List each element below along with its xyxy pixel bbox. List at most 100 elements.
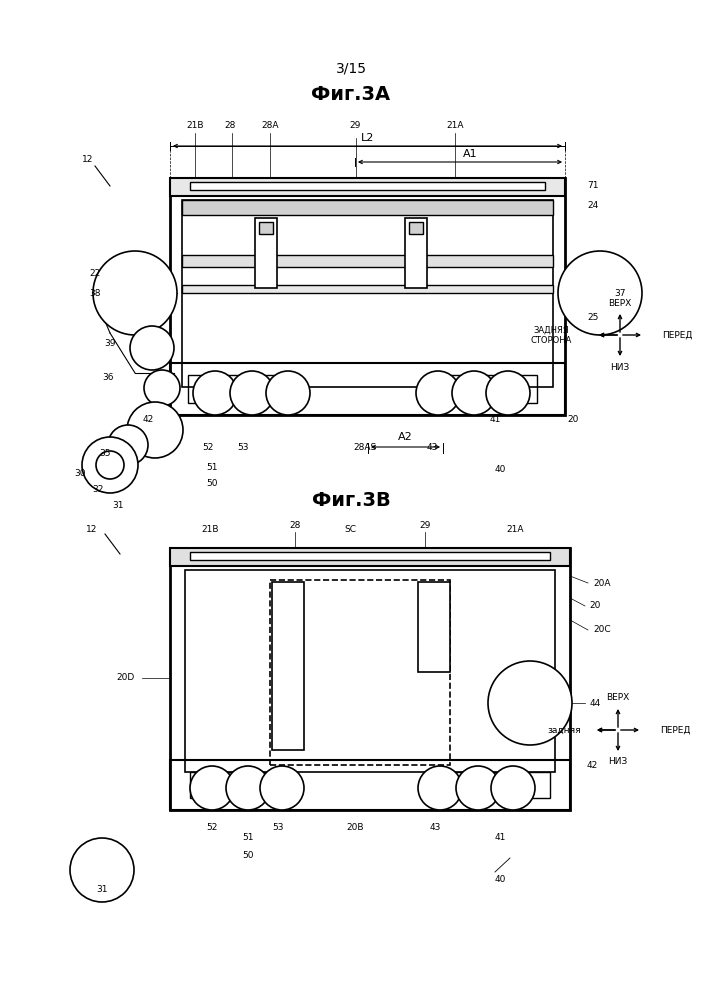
Text: НИЗ: НИЗ (608, 758, 628, 766)
Bar (182, 285, 553, 293)
Text: 53: 53 (237, 442, 249, 452)
Text: 50: 50 (206, 479, 218, 488)
Text: 20B: 20B (347, 824, 363, 832)
Text: 31: 31 (96, 886, 108, 894)
Bar (170, 760, 570, 810)
Bar (430, 375, 537, 403)
Circle shape (418, 766, 462, 810)
Circle shape (452, 371, 496, 415)
Bar (435, 772, 550, 798)
Bar (190, 552, 550, 560)
Text: 29: 29 (419, 522, 431, 530)
Bar (188, 375, 283, 403)
Bar (182, 200, 553, 215)
Circle shape (130, 326, 174, 370)
Text: 44: 44 (589, 698, 600, 708)
Text: 52: 52 (206, 824, 218, 832)
Bar (170, 363, 565, 415)
Text: 12: 12 (82, 155, 93, 164)
Text: 21B: 21B (186, 121, 204, 130)
Text: ВЕРХ: ВЕРХ (607, 694, 630, 702)
Circle shape (93, 251, 177, 335)
Bar (255, 218, 277, 288)
Circle shape (193, 371, 237, 415)
Bar (190, 772, 280, 798)
Circle shape (96, 451, 124, 479)
Text: 3/15: 3/15 (335, 61, 366, 75)
Circle shape (230, 371, 274, 415)
Text: 22: 22 (89, 268, 101, 277)
Text: SC: SC (344, 526, 356, 534)
Bar (170, 548, 570, 810)
Text: 52: 52 (202, 442, 214, 452)
Text: Фиг.3В: Фиг.3В (311, 490, 390, 510)
Text: 25: 25 (587, 314, 599, 322)
Text: L2: L2 (361, 133, 374, 143)
Circle shape (144, 370, 180, 406)
Text: 30: 30 (75, 468, 86, 478)
Text: 43: 43 (426, 442, 438, 452)
Bar (185, 570, 555, 772)
Text: ЗАДНЯЯ
СТОРОНА: ЗАДНЯЯ СТОРОНА (530, 325, 572, 345)
Text: 50: 50 (243, 850, 254, 859)
Text: ПЕРЕД: ПЕРЕД (660, 726, 690, 734)
Text: 29: 29 (349, 121, 361, 130)
Text: 21A: 21A (506, 526, 524, 534)
Circle shape (416, 371, 460, 415)
Text: 20: 20 (567, 416, 579, 424)
Text: Фиг.3А: Фиг.3А (311, 86, 391, 104)
Text: 32: 32 (92, 486, 103, 494)
Text: 20D: 20D (116, 674, 134, 682)
Circle shape (82, 437, 138, 493)
Bar (182, 200, 553, 387)
Text: 31: 31 (112, 500, 124, 510)
Text: 21A: 21A (446, 121, 464, 130)
Text: ПЕРЕД: ПЕРЕД (662, 330, 692, 340)
Circle shape (488, 661, 572, 745)
Circle shape (108, 425, 148, 465)
Text: 20: 20 (589, 601, 600, 610)
Text: 40: 40 (494, 876, 505, 884)
Text: 43: 43 (430, 824, 441, 832)
Text: 28: 28 (224, 121, 236, 130)
Text: 40: 40 (494, 466, 505, 475)
Text: 51: 51 (206, 462, 218, 472)
Bar (418, 582, 450, 672)
Circle shape (190, 766, 234, 810)
Circle shape (558, 251, 642, 335)
Text: 21B: 21B (201, 526, 219, 534)
Text: 37: 37 (614, 288, 626, 298)
Bar (259, 222, 273, 234)
Bar (170, 178, 565, 415)
Circle shape (491, 766, 535, 810)
Text: A2: A2 (398, 432, 413, 442)
Text: 28AS: 28AS (354, 442, 377, 452)
Text: 28A: 28A (262, 121, 279, 130)
Bar (182, 255, 553, 267)
Bar (405, 218, 427, 288)
Text: 28: 28 (290, 522, 301, 530)
Text: 41: 41 (489, 416, 501, 424)
Text: 41: 41 (494, 834, 505, 842)
Circle shape (226, 766, 270, 810)
Text: 12: 12 (86, 526, 98, 534)
Text: задняя: задняя (547, 726, 581, 734)
Bar (170, 178, 565, 196)
Bar (409, 222, 423, 234)
Text: 42: 42 (143, 416, 154, 424)
Circle shape (486, 371, 530, 415)
Bar (170, 548, 570, 566)
Bar (190, 182, 545, 190)
Circle shape (127, 402, 183, 458)
Text: 53: 53 (272, 824, 284, 832)
Circle shape (456, 766, 500, 810)
Bar (272, 582, 304, 750)
Text: 35: 35 (99, 448, 111, 458)
Circle shape (266, 371, 310, 415)
Bar (270, 580, 450, 765)
Text: 39: 39 (104, 338, 116, 348)
Text: 20C: 20C (593, 626, 611, 635)
Text: 38: 38 (89, 288, 101, 298)
Text: 51: 51 (243, 834, 254, 842)
Circle shape (70, 838, 134, 902)
